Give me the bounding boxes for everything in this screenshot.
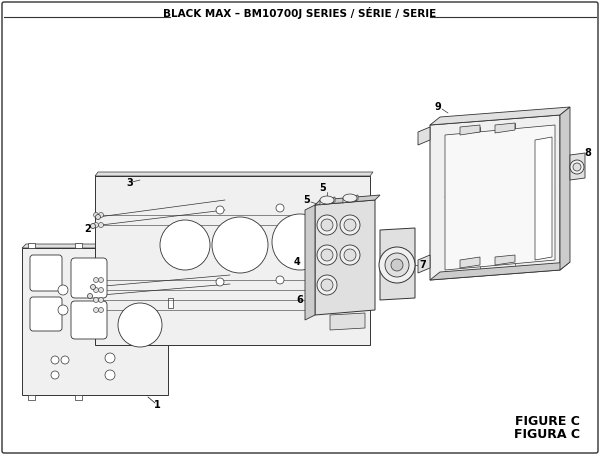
Ellipse shape	[317, 215, 337, 235]
Ellipse shape	[385, 253, 409, 277]
Polygon shape	[560, 107, 570, 270]
FancyBboxPatch shape	[71, 301, 107, 339]
Text: 3: 3	[127, 178, 133, 188]
Polygon shape	[168, 298, 173, 308]
Text: 8: 8	[584, 148, 592, 158]
Ellipse shape	[321, 249, 333, 261]
Ellipse shape	[570, 160, 584, 174]
Ellipse shape	[94, 298, 98, 303]
Polygon shape	[330, 313, 365, 330]
Ellipse shape	[573, 163, 581, 171]
Polygon shape	[95, 172, 373, 176]
Polygon shape	[495, 123, 515, 133]
Polygon shape	[460, 125, 480, 135]
Ellipse shape	[340, 245, 360, 265]
Polygon shape	[535, 137, 552, 260]
Text: 7: 7	[419, 260, 427, 270]
Ellipse shape	[51, 371, 59, 379]
Ellipse shape	[98, 212, 104, 217]
FancyBboxPatch shape	[30, 255, 62, 291]
Polygon shape	[430, 107, 570, 125]
FancyBboxPatch shape	[30, 297, 62, 331]
Ellipse shape	[98, 298, 104, 303]
Text: 6: 6	[296, 295, 304, 305]
Polygon shape	[380, 228, 415, 300]
Ellipse shape	[94, 278, 98, 283]
Ellipse shape	[98, 308, 104, 313]
Ellipse shape	[379, 247, 415, 283]
Ellipse shape	[272, 214, 328, 270]
Ellipse shape	[391, 259, 403, 271]
Ellipse shape	[216, 278, 224, 286]
Ellipse shape	[320, 196, 334, 204]
Polygon shape	[430, 115, 560, 280]
Polygon shape	[75, 243, 82, 248]
Ellipse shape	[321, 219, 333, 231]
Polygon shape	[430, 262, 570, 280]
Polygon shape	[495, 255, 515, 265]
FancyBboxPatch shape	[71, 258, 107, 298]
Ellipse shape	[94, 308, 98, 313]
Polygon shape	[315, 200, 375, 315]
Text: 5: 5	[320, 183, 326, 193]
Polygon shape	[95, 176, 370, 345]
Ellipse shape	[51, 356, 59, 364]
Polygon shape	[22, 244, 172, 248]
Polygon shape	[418, 127, 430, 145]
Text: 5: 5	[304, 195, 310, 205]
Text: 9: 9	[434, 102, 442, 112]
Ellipse shape	[344, 249, 356, 261]
Ellipse shape	[94, 288, 98, 293]
Ellipse shape	[160, 220, 210, 270]
Polygon shape	[305, 205, 315, 320]
Text: 1: 1	[154, 400, 160, 410]
Text: FIGURE C: FIGURE C	[515, 415, 580, 428]
Polygon shape	[460, 257, 480, 268]
Polygon shape	[343, 195, 358, 203]
Polygon shape	[570, 153, 585, 180]
Ellipse shape	[337, 222, 373, 258]
Ellipse shape	[344, 219, 356, 231]
Ellipse shape	[98, 278, 104, 283]
Text: 2: 2	[85, 224, 91, 234]
Ellipse shape	[216, 206, 224, 214]
Ellipse shape	[340, 215, 360, 235]
Ellipse shape	[276, 276, 284, 284]
Ellipse shape	[94, 222, 98, 228]
Polygon shape	[22, 248, 168, 395]
Polygon shape	[75, 395, 82, 400]
Text: 4: 4	[293, 257, 301, 267]
Ellipse shape	[98, 222, 104, 228]
Ellipse shape	[118, 303, 162, 347]
Ellipse shape	[61, 356, 69, 364]
Ellipse shape	[88, 293, 92, 298]
Ellipse shape	[98, 288, 104, 293]
Polygon shape	[320, 197, 335, 205]
Polygon shape	[28, 395, 35, 400]
Ellipse shape	[212, 217, 268, 273]
Ellipse shape	[321, 279, 333, 291]
Ellipse shape	[91, 284, 95, 289]
Ellipse shape	[343, 194, 357, 202]
Ellipse shape	[58, 285, 68, 295]
Ellipse shape	[105, 353, 115, 363]
Ellipse shape	[317, 245, 337, 265]
Ellipse shape	[276, 204, 284, 212]
Polygon shape	[445, 125, 555, 270]
Ellipse shape	[94, 212, 98, 217]
Ellipse shape	[95, 214, 101, 219]
Polygon shape	[28, 243, 35, 248]
Text: BLACK MAX – BM10700J SERIES / SÉRIE / SERIE: BLACK MAX – BM10700J SERIES / SÉRIE / SE…	[163, 7, 437, 19]
Text: FIGURA C: FIGURA C	[514, 428, 580, 441]
Ellipse shape	[91, 223, 95, 228]
Polygon shape	[418, 255, 430, 273]
Ellipse shape	[58, 305, 68, 315]
Polygon shape	[315, 195, 380, 205]
Ellipse shape	[317, 275, 337, 295]
Ellipse shape	[105, 370, 115, 380]
